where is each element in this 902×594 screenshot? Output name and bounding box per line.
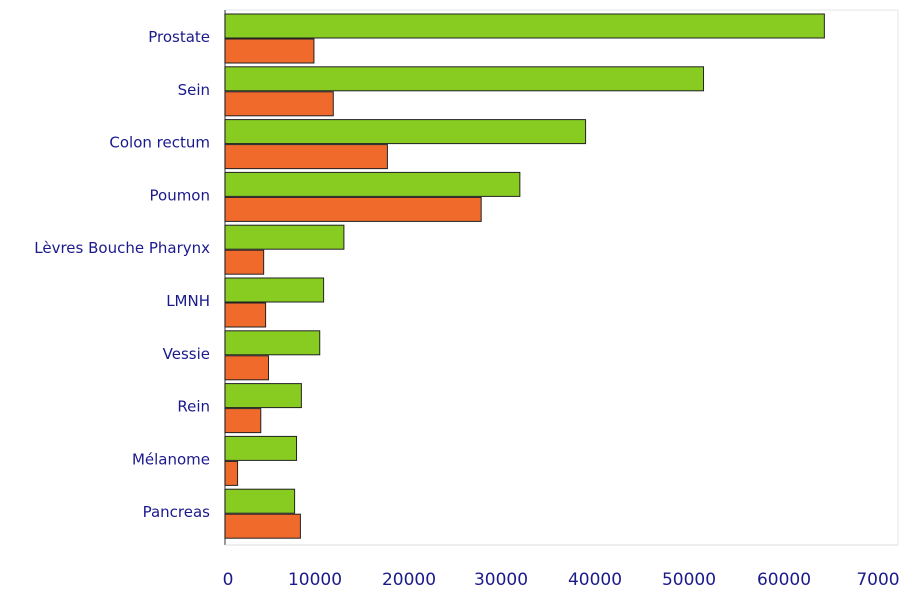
bar-orange-4 (224, 249, 265, 275)
bars-group (224, 13, 825, 539)
x-tick-label-1: 10000 (288, 570, 342, 590)
category-label-8: Mélanome (132, 450, 210, 468)
category-label-0: Prostate (148, 28, 210, 46)
bar-orange-6 (224, 355, 270, 381)
bar-orange-2 (224, 144, 388, 170)
bar-green-5 (224, 277, 325, 303)
bar-orange-1 (224, 91, 334, 117)
bar-green-3 (224, 171, 521, 197)
bar-green-0 (224, 13, 825, 39)
bar-green-7 (224, 383, 302, 409)
bar-orange-8 (224, 460, 239, 486)
x-tick-label-0: 0 (223, 570, 234, 590)
bar-orange-0 (224, 38, 315, 64)
x-tick-label-3: 30000 (474, 570, 528, 590)
category-label-7: Rein (177, 398, 210, 416)
category-label-4: Lèvres Bouche Pharynx (34, 239, 210, 257)
bar-green-2 (224, 119, 587, 145)
category-label-9: Pancreas (143, 503, 211, 521)
category-label-5: LMNH (166, 292, 210, 310)
bar-green-8 (224, 435, 298, 461)
category-label-2: Colon rectum (109, 134, 210, 152)
category-label-3: Poumon (150, 186, 211, 204)
x-tick-label-6: 60000 (757, 570, 811, 590)
x-tick-label-5: 50000 (662, 570, 716, 590)
bar-green-4 (224, 224, 345, 250)
bar-orange-9 (224, 513, 301, 539)
bar-green-1 (224, 66, 705, 92)
bar-orange-5 (224, 302, 267, 328)
category-labels: Prostate Sein Colon rectum Poumon Lèvres Bou… (34, 28, 210, 521)
x-tick-label-4: 40000 (568, 570, 622, 590)
bar-green-6 (224, 330, 321, 356)
bar-orange-3 (224, 196, 482, 222)
bar-orange-7 (224, 408, 262, 434)
bar-green-9 (224, 488, 296, 514)
x-tick-labels: 0 10000 20000 30000 40000 50000 60000 7000 (223, 570, 900, 590)
x-tick-label-7: 7000 (856, 570, 899, 590)
x-tick-label-2: 20000 (382, 570, 436, 590)
category-label-6: Vessie (163, 345, 210, 363)
category-label-1: Sein (178, 81, 210, 99)
